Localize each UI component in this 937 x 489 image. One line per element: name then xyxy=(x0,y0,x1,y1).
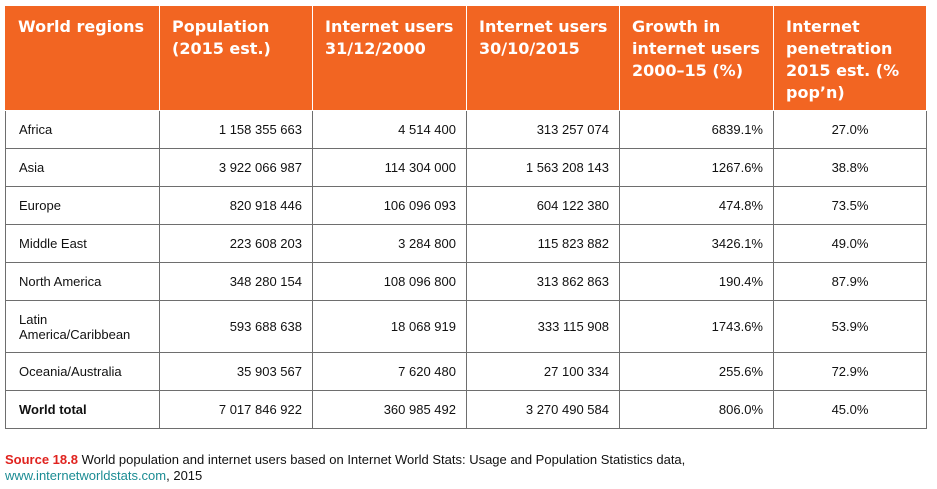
cell-region: Asia xyxy=(5,148,160,187)
cell-penetration: 38.8% xyxy=(773,148,927,187)
cell-users-2000: 18 068 919 xyxy=(312,300,467,353)
table-row: Europe 820 918 446 106 096 093 604 122 3… xyxy=(5,186,927,225)
cell-users-2000: 106 096 093 xyxy=(312,186,467,225)
header-population: Population (2015 est.) xyxy=(159,5,313,111)
cell-region: Oceania/Australia xyxy=(5,352,160,391)
cell-region: North America xyxy=(5,262,160,301)
cell-growth: 1267.6% xyxy=(619,148,774,187)
cell-population: 35 903 567 xyxy=(159,352,313,391)
source-label: Source 18.8 xyxy=(5,452,78,467)
header-row: World regions Population (2015 est.) Int… xyxy=(5,5,927,111)
cell-users-2000: 108 096 800 xyxy=(312,262,467,301)
header-users-2015: Internet users 30/10/2015 xyxy=(466,5,620,111)
cell-total-population: 7 017 846 922 xyxy=(159,390,313,429)
cell-region: Europe xyxy=(5,186,160,225)
cell-total-label: World total xyxy=(5,390,160,429)
cell-penetration: 72.9% xyxy=(773,352,927,391)
cell-users-2015: 604 122 380 xyxy=(466,186,620,225)
source-caption: Source 18.8 World population and interne… xyxy=(5,452,925,484)
internet-stats-table: World regions Population (2015 est.) Int… xyxy=(5,5,927,429)
table-row: Africa 1 158 355 663 4 514 400 313 257 0… xyxy=(5,110,927,149)
table-row: Oceania/Australia 35 903 567 7 620 480 2… xyxy=(5,352,927,391)
table-row: Middle East 223 608 203 3 284 800 115 82… xyxy=(5,224,927,263)
header-users-2000: Internet users 31/12/2000 xyxy=(312,5,467,111)
header-world-regions: World regions xyxy=(5,5,160,111)
cell-users-2000: 114 304 000 xyxy=(312,148,467,187)
cell-users-2000: 4 514 400 xyxy=(312,110,467,149)
cell-penetration: 27.0% xyxy=(773,110,927,149)
cell-users-2015: 27 100 334 xyxy=(466,352,620,391)
cell-total-users-2015: 3 270 490 584 xyxy=(466,390,620,429)
cell-penetration: 87.9% xyxy=(773,262,927,301)
cell-region: Africa xyxy=(5,110,160,149)
cell-growth: 255.6% xyxy=(619,352,774,391)
cell-growth: 6839.1% xyxy=(619,110,774,149)
table-row: North America 348 280 154 108 096 800 31… xyxy=(5,262,927,301)
cell-users-2015: 313 257 074 xyxy=(466,110,620,149)
cell-penetration: 53.9% xyxy=(773,300,927,353)
cell-users-2000: 3 284 800 xyxy=(312,224,467,263)
cell-growth: 474.8% xyxy=(619,186,774,225)
cell-population: 223 608 203 xyxy=(159,224,313,263)
cell-population: 348 280 154 xyxy=(159,262,313,301)
header-growth: Growth in internet users 2000–15 (%) xyxy=(619,5,774,111)
total-row: World total 7 017 846 922 360 985 492 3 … xyxy=(5,390,927,429)
table-header: World regions Population (2015 est.) Int… xyxy=(5,5,927,111)
header-penetration: Internet penetration 2015 est. (% pop’n) xyxy=(773,5,927,111)
cell-penetration: 73.5% xyxy=(773,186,927,225)
cell-total-penetration: 45.0% xyxy=(773,390,927,429)
cell-growth: 1743.6% xyxy=(619,300,774,353)
cell-population: 820 918 446 xyxy=(159,186,313,225)
table-row: Latin America/Caribbean 593 688 638 18 0… xyxy=(5,300,927,353)
cell-users-2000: 7 620 480 xyxy=(312,352,467,391)
cell-region: Middle East xyxy=(5,224,160,263)
cell-population: 593 688 638 xyxy=(159,300,313,353)
cell-users-2015: 1 563 208 143 xyxy=(466,148,620,187)
source-link[interactable]: www.internetworldstats.com xyxy=(5,468,167,483)
cell-users-2015: 115 823 882 xyxy=(466,224,620,263)
cell-growth: 190.4% xyxy=(619,262,774,301)
table-row: Asia 3 922 066 987 114 304 000 1 563 208… xyxy=(5,148,927,187)
cell-total-users-2000: 360 985 492 xyxy=(312,390,467,429)
caption-suffix: , 2015 xyxy=(166,468,203,483)
cell-users-2015: 333 115 908 xyxy=(466,300,620,353)
cell-region: Latin America/Caribbean xyxy=(5,300,160,353)
cell-users-2015: 313 862 863 xyxy=(466,262,620,301)
table-body: Africa 1 158 355 663 4 514 400 313 257 0… xyxy=(5,110,927,429)
cell-penetration: 49.0% xyxy=(773,224,927,263)
cell-population: 3 922 066 987 xyxy=(159,148,313,187)
cell-population: 1 158 355 663 xyxy=(159,110,313,149)
caption-text: World population and internet users base… xyxy=(78,452,686,467)
cell-total-growth: 806.0% xyxy=(619,390,774,429)
cell-growth: 3426.1% xyxy=(619,224,774,263)
